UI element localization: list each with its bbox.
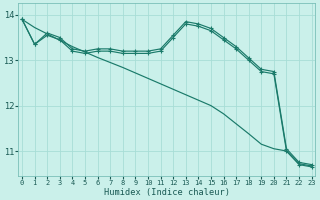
- X-axis label: Humidex (Indice chaleur): Humidex (Indice chaleur): [104, 188, 230, 197]
